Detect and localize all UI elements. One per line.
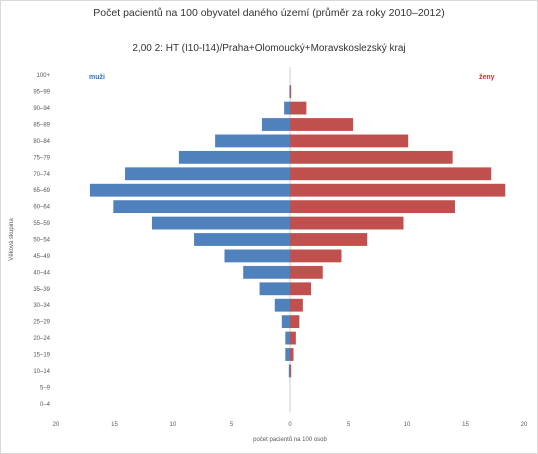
legend-male: muži xyxy=(89,74,105,81)
bar-male xyxy=(288,364,290,378)
chart-subtitle: 2,00 2: HT (I10-I14)/Praha+Olomoucký+Mor… xyxy=(132,43,406,54)
y-tick-label: 95–99 xyxy=(33,90,50,96)
bar-female xyxy=(290,331,296,345)
bar-male xyxy=(284,101,290,115)
y-tick-label: 35–39 xyxy=(33,287,50,293)
y-tick-label: 45–49 xyxy=(33,254,50,260)
x-tick-label: 20 xyxy=(53,422,60,428)
x-tick-label: 15 xyxy=(462,422,469,428)
bar-male xyxy=(285,348,290,361)
bar-female xyxy=(290,282,312,296)
y-tick-label: 10–14 xyxy=(33,369,50,375)
chart-title: Počet pacientů na 100 obyvatel daného úz… xyxy=(93,7,445,19)
bar-female xyxy=(290,200,455,214)
bar-male xyxy=(178,150,290,164)
legend-female: ženy xyxy=(479,74,495,81)
y-tick-label: 75–79 xyxy=(33,155,50,161)
bar-male xyxy=(224,249,290,263)
bar-male xyxy=(243,265,290,279)
y-tick-label: 65–69 xyxy=(33,188,50,194)
y-tick-label: 50–54 xyxy=(33,238,50,244)
bar-female xyxy=(290,265,323,279)
y-axis-label: Věková skupina xyxy=(9,218,15,261)
bar-female xyxy=(290,315,300,329)
y-tick-label: 70–74 xyxy=(33,172,50,178)
bar-female xyxy=(290,298,303,312)
bar-female xyxy=(290,249,342,263)
x-tick-label: 5 xyxy=(347,422,351,428)
x-tick-label: 10 xyxy=(404,422,411,428)
bar-female xyxy=(290,101,307,115)
bar-female xyxy=(290,134,409,148)
bar-male xyxy=(125,167,290,181)
x-tick-label: 5 xyxy=(230,422,234,428)
bar-male xyxy=(274,298,290,312)
y-tick-label: 0–4 xyxy=(40,402,51,408)
bar-male xyxy=(113,200,290,214)
bar-male xyxy=(215,134,290,148)
y-tick-label: 25–29 xyxy=(33,320,50,326)
x-tick-label: 10 xyxy=(170,422,177,428)
y-tick-label: 15–19 xyxy=(33,353,50,359)
x-tick-label: 0 xyxy=(288,422,292,428)
y-tick-label: 5–9 xyxy=(40,385,51,391)
bar-female xyxy=(290,216,404,230)
y-tick-label: 85–89 xyxy=(33,123,50,129)
bar-male xyxy=(89,183,291,197)
y-tick-label: 100+ xyxy=(36,73,50,79)
x-tick-label: 20 xyxy=(521,422,528,428)
bar-male xyxy=(151,216,290,230)
y-tick-label: 30–34 xyxy=(33,303,50,309)
x-axis-label: počet pacientů na 100 osob xyxy=(253,436,327,443)
bar-male xyxy=(261,118,290,131)
bar-male xyxy=(281,315,290,329)
bar-female xyxy=(290,233,368,246)
y-tick-label: 60–64 xyxy=(33,205,50,211)
bar-female xyxy=(290,364,292,378)
bar-female xyxy=(290,183,506,197)
y-tick-label: 90–94 xyxy=(33,106,50,112)
bar-female xyxy=(290,85,292,99)
bar-male xyxy=(289,85,290,99)
bar-male xyxy=(259,282,290,296)
bar-female xyxy=(290,150,453,164)
bar-male xyxy=(285,331,290,345)
x-tick-label: 15 xyxy=(111,422,118,428)
bar-female xyxy=(290,118,354,131)
bar-female xyxy=(290,167,492,181)
bar-female xyxy=(290,348,294,361)
y-tick-label: 80–84 xyxy=(33,139,50,145)
y-tick-label: 20–24 xyxy=(33,336,50,342)
y-tick-label: 40–44 xyxy=(33,270,50,276)
bar-male xyxy=(194,233,290,246)
y-tick-label: 55–59 xyxy=(33,221,50,227)
